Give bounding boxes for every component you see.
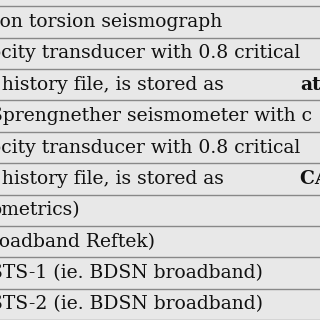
Text: Sprengnether seismometer with c: Sprengnether seismometer with c <box>0 107 312 125</box>
Text: attenua: attenua <box>300 76 320 94</box>
Text: . history file, is stored as: . history file, is stored as <box>0 170 230 188</box>
Text: CAL fa: CAL fa <box>300 170 320 188</box>
Text: . history file, is stored as: . history file, is stored as <box>0 76 230 94</box>
Text: roadband Reftek): roadband Reftek) <box>0 233 156 251</box>
Text: son torsion seismograph: son torsion seismograph <box>0 13 223 31</box>
Text: STS-2 (ie. BDSN broadband): STS-2 (ie. BDSN broadband) <box>0 295 263 313</box>
Text: STS-1 (ie. BDSN broadband): STS-1 (ie. BDSN broadband) <box>0 264 263 282</box>
Text: ometrics): ometrics) <box>0 201 80 219</box>
Text: ocity transducer with 0.8 critical: ocity transducer with 0.8 critical <box>0 44 301 62</box>
Text: ocity transducer with 0.8 critical: ocity transducer with 0.8 critical <box>0 139 301 156</box>
